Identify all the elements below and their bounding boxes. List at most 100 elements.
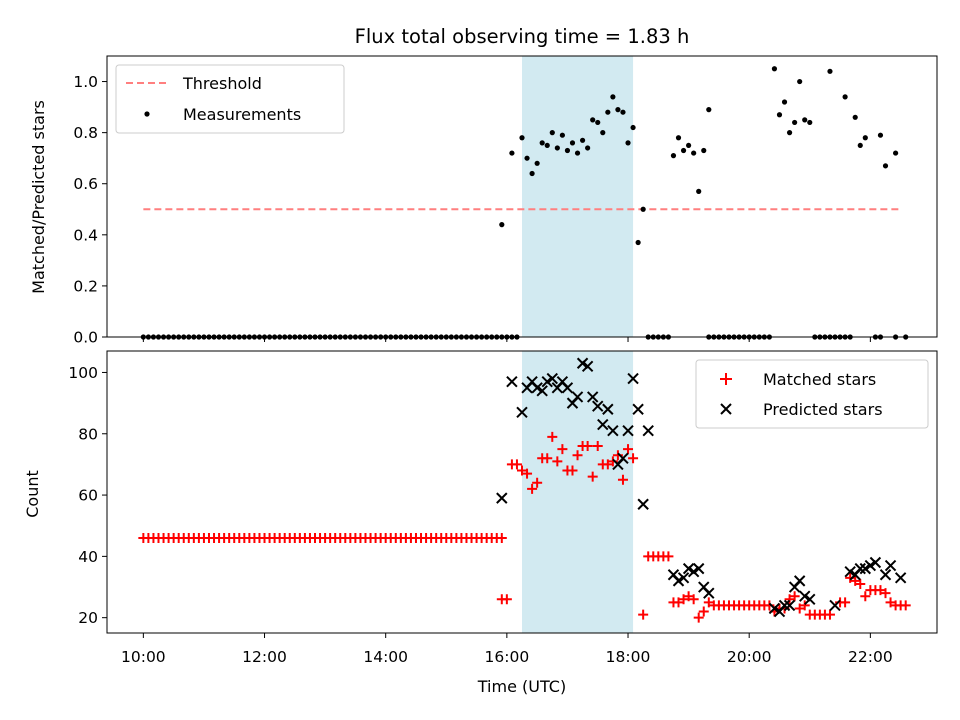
top-legend: Threshold Measurements (115, 64, 345, 134)
measurement-point (807, 119, 813, 126)
measurement-point (554, 145, 560, 151)
predicted-star-point (561, 382, 574, 394)
legend-predicted-swatch (720, 403, 732, 415)
measurement-point (882, 163, 889, 169)
measurement-point (706, 107, 712, 113)
legend-threshold-label: Threshold (182, 74, 262, 93)
matched-star-point (789, 591, 800, 602)
bottom-y-axis-label: Count (23, 470, 42, 518)
measurement-point (579, 137, 586, 143)
x-tick-label: 16:00 (485, 648, 530, 666)
measurement-point (605, 109, 611, 115)
measurement-point (499, 222, 505, 228)
top-plot-frame (106, 55, 938, 338)
predicted-star-point (642, 424, 654, 437)
predicted-star-point (602, 403, 614, 415)
matched-star-point (501, 594, 512, 605)
predicted-star-point (627, 372, 639, 385)
predicted-star-point (783, 599, 796, 612)
matched-star-point (542, 453, 553, 464)
predicted-star-point (879, 569, 892, 581)
measurement-point (862, 135, 868, 141)
predicted-star-point (632, 403, 644, 415)
bottom-y-axis: 20 40 60 80 100 (68, 364, 107, 627)
predicted-star-point (692, 562, 705, 575)
top-y-axis: 0.0 0.2 0.4 0.6 0.8 1.0 (73, 73, 107, 347)
measurement-point (534, 160, 540, 166)
measurement-point (539, 140, 545, 146)
matched-star-point (602, 459, 613, 470)
predicted-star-point (541, 375, 553, 388)
predicted-star-point (581, 360, 594, 373)
measurement-point (852, 114, 858, 120)
matched-star-point (673, 597, 684, 608)
matched-star-point (880, 588, 891, 599)
y-tick-label: 0.6 (73, 175, 98, 193)
measurement-point (615, 107, 621, 113)
predicted-star-point (506, 375, 518, 388)
matched-star-point (552, 456, 563, 467)
x-tick-label: 10:00 (121, 648, 166, 666)
measurement-point (675, 135, 682, 141)
matched-star-point (511, 459, 522, 470)
matched-star-point (900, 600, 911, 611)
predicted-star-point (778, 599, 791, 612)
measurement-point (509, 150, 515, 156)
measurement-point (893, 150, 899, 156)
predicted-star-point (703, 587, 715, 599)
predicted-star-point (546, 372, 558, 385)
measurement-point (781, 99, 788, 105)
y-tick-label: 0.8 (73, 124, 98, 142)
measurement-point (529, 170, 535, 177)
predicted-star-point (617, 452, 629, 464)
predicted-star-point (682, 562, 695, 575)
matched-star-point (587, 471, 598, 482)
matched-star-point (885, 597, 896, 608)
bottom-panel: 20 40 60 80 100 10:00 12:00 14:00 16:00 18:00 20:… (23, 350, 938, 696)
measurement-point (564, 147, 571, 154)
legend-predicted-label: Predicted stars (763, 400, 883, 419)
matched-star-point (557, 444, 568, 455)
y-tick-label: 80 (78, 425, 98, 443)
legend-matched-swatch (720, 373, 732, 385)
top-y-axis-label: Matched/Predicted stars (29, 100, 48, 294)
y-tick-label: 40 (78, 548, 98, 566)
measurement-point (590, 117, 596, 123)
predicted-star-point (586, 391, 599, 403)
predicted-star-point (859, 562, 872, 575)
matched-star-point (547, 431, 558, 442)
measurement-point (585, 145, 591, 151)
predicted-star-point (799, 590, 811, 602)
matched-star-point (623, 444, 634, 455)
measurement-point (827, 68, 833, 74)
x-tick-label: 22:00 (848, 648, 893, 666)
measurement-point (544, 142, 550, 149)
matched-star-point (683, 591, 694, 602)
predicted-star-point (597, 418, 609, 431)
matched-star-point (840, 597, 851, 608)
measurement-point (569, 140, 576, 146)
predicted-star-point (531, 382, 543, 394)
predicted-star-point (869, 556, 882, 569)
predicted-star-point (637, 498, 649, 510)
matched-stars-points (138, 431, 911, 623)
x-axis-label: Time (UTC) (477, 677, 566, 696)
measurement-point (670, 153, 677, 159)
matched-star-point (517, 465, 527, 476)
matched-star-point (688, 594, 699, 605)
measurement-point (610, 94, 616, 100)
y-tick-label: 0.2 (73, 277, 98, 295)
measurement-point (595, 119, 601, 126)
predicted-star-point (622, 424, 634, 437)
highlight-span (522, 56, 634, 337)
predicted-star-point (576, 357, 589, 369)
matched-star-point (850, 575, 861, 586)
matched-star-point (794, 603, 805, 614)
x-tick-label: 18:00 (606, 648, 651, 666)
matched-star-point (628, 453, 639, 464)
predicted-star-point (854, 562, 866, 575)
measurement-point (574, 150, 581, 156)
matched-star-point (592, 441, 603, 452)
predicted-star-point (496, 492, 508, 504)
